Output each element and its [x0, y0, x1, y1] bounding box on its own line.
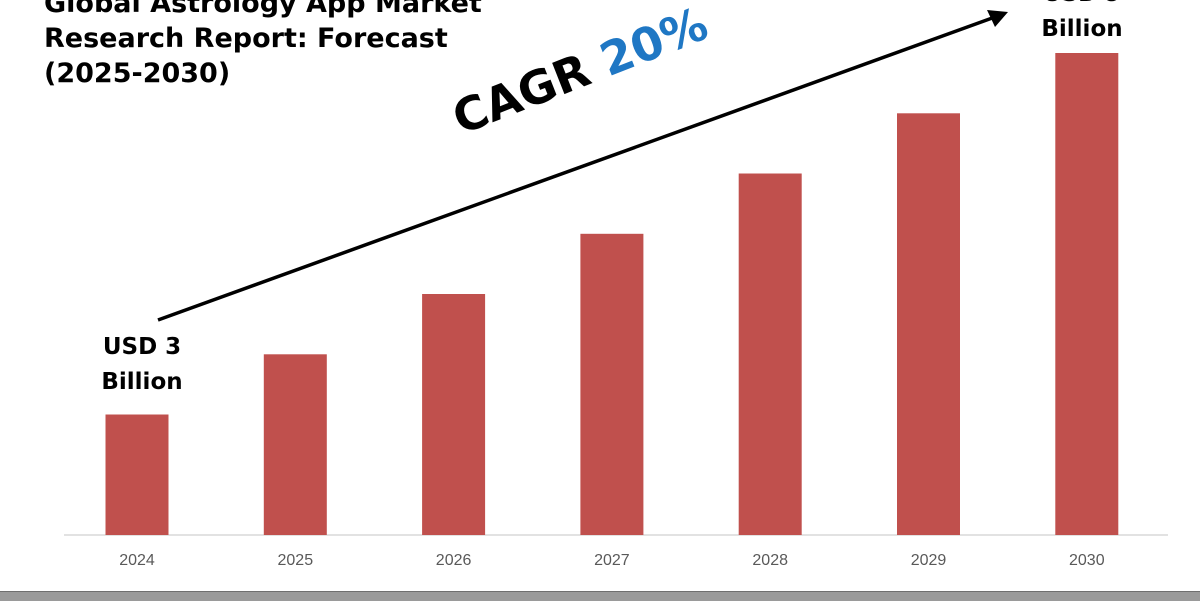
- bar-2025: [263, 354, 327, 535]
- chart-title-line-3: (2025-2030): [44, 58, 231, 89]
- chart-title: Global Astrology App Market Research Rep…: [44, 0, 564, 91]
- bar-2030: [1055, 53, 1119, 535]
- bar-2028: [738, 173, 802, 535]
- bar-group: [105, 53, 1119, 536]
- x-tick-label-2030: 2030: [1069, 552, 1105, 569]
- trend-arrow-head: [987, 10, 1008, 27]
- end-value-callout: USD 9 Billion: [1022, 0, 1142, 47]
- start-value-callout: USD 3 Billion: [82, 330, 202, 400]
- start-value-amount: USD 3: [102, 334, 182, 360]
- end-value-unit: Billion: [1041, 16, 1123, 42]
- bar-2027: [580, 233, 644, 536]
- x-tick-label-2025: 2025: [278, 552, 314, 569]
- start-value-unit: Billion: [101, 369, 183, 395]
- bar-2026: [422, 294, 486, 535]
- trend-arrow: [157, 10, 1008, 322]
- x-tick-labels: 2024 2025 2026 2027 2028 2029 2030: [119, 552, 1104, 569]
- trend-arrow-line: [157, 15, 996, 322]
- bottom-border-bar: [0, 591, 1200, 601]
- end-value-amount: USD 9: [1022, 0, 1142, 12]
- x-tick-label-2029: 2029: [911, 552, 947, 569]
- x-tick-label-2026: 2026: [436, 552, 472, 569]
- chart-title-line-2: Research Report: Forecast: [44, 23, 448, 54]
- x-tick-label-2027: 2027: [594, 552, 630, 569]
- chart-title-line-1: Global Astrology App Market: [44, 0, 482, 19]
- x-tick-label-2024: 2024: [119, 552, 155, 569]
- bar-2024: [105, 414, 169, 535]
- bar-2029: [897, 113, 960, 536]
- x-tick-label-2028: 2028: [752, 552, 788, 569]
